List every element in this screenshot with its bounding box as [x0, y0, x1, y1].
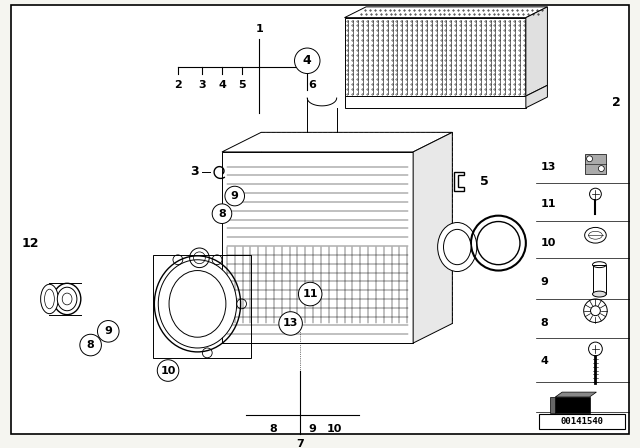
Circle shape: [294, 48, 320, 73]
Bar: [53, 283, 81, 314]
Text: 11: 11: [303, 289, 318, 299]
Bar: [539, 414, 625, 429]
Ellipse shape: [158, 260, 237, 348]
Text: 9: 9: [231, 191, 239, 201]
Text: 4: 4: [303, 54, 312, 67]
Text: 00141540: 00141540: [560, 417, 604, 426]
Ellipse shape: [169, 271, 226, 337]
Circle shape: [80, 334, 101, 356]
Circle shape: [279, 312, 302, 335]
Ellipse shape: [58, 287, 77, 311]
Bar: [222, 152, 413, 343]
Text: 6: 6: [437, 237, 445, 250]
Circle shape: [587, 156, 593, 162]
Circle shape: [157, 360, 179, 381]
Polygon shape: [526, 85, 547, 108]
Ellipse shape: [438, 223, 477, 271]
Text: 12: 12: [22, 237, 40, 250]
Text: 9: 9: [104, 326, 112, 336]
Polygon shape: [526, 7, 547, 96]
Text: 9: 9: [308, 424, 316, 435]
Text: 8: 8: [269, 424, 277, 435]
Circle shape: [298, 282, 322, 306]
Polygon shape: [413, 132, 452, 343]
Text: 5: 5: [238, 80, 245, 90]
Text: 4: 4: [541, 356, 548, 366]
Bar: [344, 17, 526, 96]
Text: 8: 8: [541, 319, 548, 328]
Polygon shape: [550, 397, 556, 413]
Text: 10: 10: [541, 238, 556, 248]
Bar: [556, 397, 589, 413]
Text: 10: 10: [327, 424, 342, 435]
Circle shape: [212, 204, 232, 224]
Text: 3: 3: [190, 165, 198, 178]
Text: 10: 10: [161, 366, 176, 375]
Text: 13: 13: [283, 319, 298, 328]
Text: 6: 6: [308, 80, 316, 90]
Text: 11: 11: [541, 199, 556, 209]
Text: 4: 4: [218, 80, 226, 90]
Text: 8: 8: [218, 209, 226, 219]
Polygon shape: [261, 132, 452, 323]
Polygon shape: [556, 392, 596, 397]
Text: 3: 3: [198, 80, 206, 90]
Ellipse shape: [444, 229, 471, 265]
Ellipse shape: [593, 291, 606, 297]
Circle shape: [225, 186, 244, 206]
Text: 8: 8: [87, 340, 95, 350]
Text: 9: 9: [541, 277, 548, 287]
Ellipse shape: [40, 284, 58, 314]
Bar: [344, 96, 526, 108]
Ellipse shape: [53, 283, 81, 314]
Polygon shape: [585, 154, 606, 173]
Bar: [593, 265, 606, 294]
Polygon shape: [222, 132, 452, 152]
Text: 2: 2: [612, 96, 621, 109]
Polygon shape: [344, 7, 547, 17]
Text: 5: 5: [480, 175, 488, 188]
Circle shape: [598, 166, 604, 172]
Text: 7: 7: [296, 439, 304, 448]
Text: 13: 13: [541, 162, 556, 172]
Text: 2: 2: [174, 80, 182, 90]
Circle shape: [97, 320, 119, 342]
Text: 1: 1: [255, 24, 263, 34]
